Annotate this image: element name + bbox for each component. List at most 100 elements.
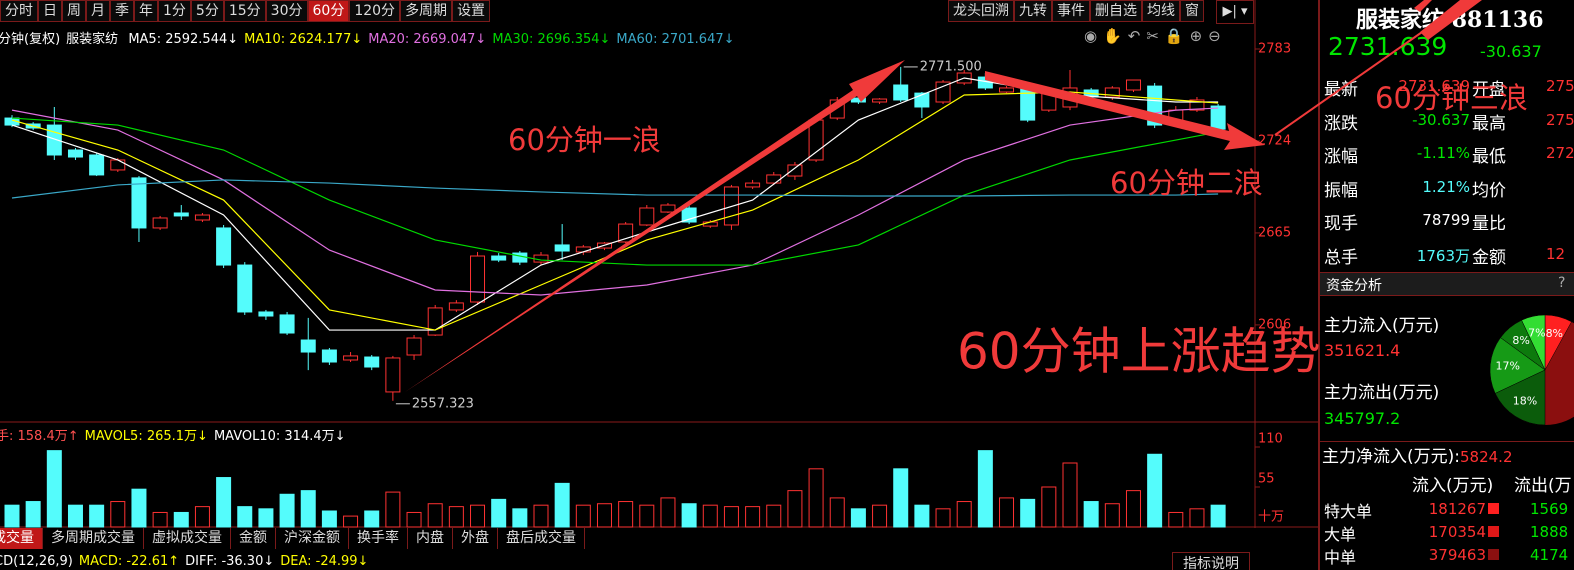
- indicator-tab[interactable]: 虚拟成交量: [144, 528, 231, 549]
- price-legend: 分钟(复权) 服装家纺 MA5: 2592.544↓ MA10: 2624.177↓…: [0, 28, 741, 47]
- pie-label: 17%: [1496, 359, 1520, 372]
- stat-value: 2731.639: [1398, 77, 1470, 95]
- indicator-tab[interactable]: 金额: [231, 528, 276, 549]
- volume-bar: [46, 450, 62, 528]
- period-button[interactable]: 季: [110, 0, 134, 22]
- tool-button[interactable]: 删自选: [1090, 0, 1142, 22]
- candle-body: [448, 302, 464, 311]
- period-button[interactable]: 60分: [307, 0, 350, 22]
- indicator-item: DEA: -24.99↓: [280, 554, 369, 569]
- volume-bar: [660, 497, 676, 528]
- tool-button[interactable]: 窗: [1180, 0, 1204, 22]
- tool-button[interactable]: 九转: [1014, 0, 1052, 22]
- volume-bar: [681, 503, 697, 528]
- candle-body: [893, 84, 909, 101]
- toolbar-icons[interactable]: ▶| ▾: [1216, 0, 1254, 24]
- volume-bar: [448, 506, 464, 528]
- volume-bar: [872, 504, 888, 528]
- volume-bar: [512, 508, 528, 528]
- volume-bar: [639, 504, 655, 528]
- indicator-tab[interactable]: 多周期成交量: [43, 528, 144, 549]
- ma-line: [11, 107, 1219, 296]
- quote-price: 2731.639: [1328, 32, 1448, 61]
- stat-label: 总手: [1324, 248, 1358, 268]
- period-button[interactable]: 多周期: [400, 0, 453, 22]
- funds-help[interactable]: ?: [1558, 275, 1566, 291]
- tool-button[interactable]: 龙头回溯: [948, 0, 1014, 22]
- period-toolbar: 分时日周月季年 1分 5分 15分 30分 60分 120分 多周期 设置: [0, 0, 491, 22]
- candle-body: [639, 207, 655, 226]
- volume-bar: [977, 450, 993, 528]
- stat-value: 275: [1546, 110, 1574, 129]
- volume-bar: [67, 504, 83, 528]
- volume-bar: [1020, 498, 1036, 528]
- volume-bar: [427, 503, 443, 528]
- outflow-label: 主力流出(万元): [1324, 383, 1440, 403]
- candle-body: [850, 97, 866, 103]
- volume-bar: [1062, 462, 1078, 528]
- volume-bar: [618, 501, 634, 528]
- pie-label: 18%: [1513, 395, 1537, 408]
- help-button[interactable]: 指标说明: [1172, 552, 1250, 570]
- period-button[interactable]: 1分: [158, 0, 191, 22]
- quote-code: 881136: [1451, 7, 1544, 33]
- candle-body: [364, 356, 380, 368]
- candle-body: [470, 255, 486, 303]
- pie-slice: [1489, 337, 1546, 394]
- candle-body: [152, 217, 168, 229]
- indicator-tab[interactable]: 换手率: [349, 528, 408, 549]
- volume-bar: [258, 508, 274, 528]
- indicator-tab[interactable]: 盘后成交量: [498, 528, 585, 549]
- candle-body: [110, 159, 126, 171]
- period-button[interactable]: 分时: [0, 0, 38, 22]
- net-label: 主力净流入(万元):: [1322, 447, 1460, 467]
- volume-bar: [406, 511, 422, 528]
- indicator-tab[interactable]: 外盘: [453, 528, 498, 549]
- stat-label: 涨幅: [1324, 147, 1358, 168]
- indicator-tab[interactable]: 沪深金额: [276, 528, 349, 549]
- period-button[interactable]: 15分: [223, 0, 266, 22]
- period-button[interactable]: 月: [86, 0, 110, 22]
- candle-body: [681, 207, 697, 223]
- period-button[interactable]: 周: [62, 0, 86, 22]
- volume-bar: [956, 501, 972, 528]
- period-button[interactable]: 5分: [190, 0, 224, 22]
- stat-label: 涨跌: [1324, 113, 1358, 134]
- volume-bar: [152, 511, 168, 528]
- indicator-tab[interactable]: 内盘: [408, 528, 453, 549]
- candle-body: [1147, 85, 1163, 126]
- table-label: 中单: [1324, 548, 1357, 567]
- ma-legend: MA60: 2701.647↓: [616, 32, 735, 47]
- indicator-tab[interactable]: 成交量: [0, 528, 43, 549]
- ma-legend: MA30: 2696.354↓: [492, 32, 611, 47]
- period-button[interactable]: 120分: [349, 0, 401, 22]
- candle-body: [1168, 109, 1184, 123]
- y-tick-label: 2606: [1258, 317, 1291, 332]
- volume-bar: [173, 511, 189, 528]
- candle-body: [660, 204, 676, 213]
- chart-tools[interactable]: ◉✋↶✂🔒⊕⊖: [1084, 27, 1227, 45]
- indicator-legend: CD(12,26,9) MACD: -22.61↑ DIFF: -36.30↓ DEA…: [0, 554, 374, 569]
- ma-line: [11, 77, 1219, 331]
- pie-slice: [1494, 369, 1546, 426]
- tool-button[interactable]: 均线: [1142, 0, 1180, 22]
- legend-prefix: 分钟(复权): [0, 32, 61, 47]
- volume-bar: [321, 510, 337, 528]
- volume-legend-item: MAVOL5: 265.1万↓: [84, 429, 208, 444]
- period-button[interactable]: 日: [38, 0, 62, 22]
- tool-button[interactable]: 事件: [1052, 0, 1090, 22]
- table-label: 大单: [1324, 525, 1357, 544]
- stat-label: 开盘: [1472, 80, 1506, 100]
- outflow-cell: 1569: [1530, 500, 1569, 518]
- candle-body: [1062, 87, 1078, 108]
- volume-bar: [110, 501, 126, 528]
- stat-label: 振幅: [1324, 180, 1358, 201]
- indicator-tabs: 成交量多周期成交量虚拟成交量金额沪深金额换手率内盘外盘盘后成交量: [0, 528, 585, 549]
- volume-bar: [1125, 490, 1141, 528]
- volume-bar: [829, 497, 845, 528]
- period-button[interactable]: 设置: [452, 0, 491, 22]
- period-button[interactable]: 年: [134, 0, 158, 22]
- stat-label: 均价: [1472, 180, 1506, 201]
- candle-body: [554, 244, 570, 252]
- period-button[interactable]: 30分: [265, 0, 308, 22]
